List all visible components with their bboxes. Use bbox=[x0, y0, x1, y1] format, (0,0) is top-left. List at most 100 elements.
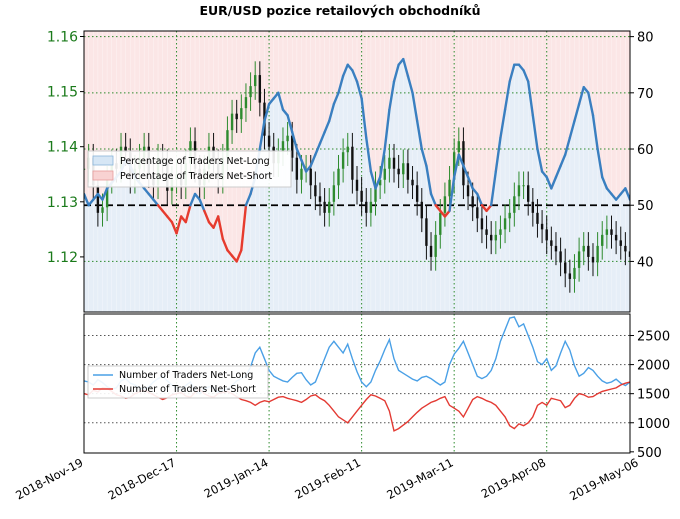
pct-line-segment bbox=[198, 198, 206, 213]
candle-body bbox=[240, 108, 243, 120]
pct-line-segment bbox=[258, 119, 266, 151]
pct-line-segment bbox=[286, 114, 294, 134]
candle-body bbox=[476, 207, 479, 219]
price-axis-ticks: 1.12 1.13 1.14 1.15 1.16 bbox=[47, 30, 84, 266]
pct-line-segment bbox=[346, 63, 354, 72]
pct-line-segment bbox=[448, 175, 456, 213]
candle-body bbox=[550, 240, 553, 246]
pct-line-segment bbox=[420, 147, 428, 168]
candle-body bbox=[295, 157, 299, 180]
pct-line-segment bbox=[452, 153, 460, 179]
candle-body bbox=[448, 179, 451, 197]
candle-body bbox=[360, 190, 363, 202]
shaded-area-net-short bbox=[84, 31, 630, 312]
candle-body bbox=[614, 234, 618, 241]
pct-line-segment bbox=[443, 209, 451, 218]
pct-line-segment bbox=[531, 114, 539, 151]
candle-body bbox=[610, 229, 613, 235]
candle-body bbox=[230, 113, 234, 131]
pct-line-segment bbox=[332, 91, 340, 106]
candle-body bbox=[619, 240, 622, 246]
legend-swatch-net-short bbox=[92, 170, 114, 181]
candle-body bbox=[480, 218, 484, 230]
pct-line-segment bbox=[494, 136, 502, 173]
legend-label-count-short: Number of Traders Net-Short bbox=[119, 384, 256, 395]
candle-body bbox=[536, 212, 539, 224]
candle-body bbox=[411, 179, 414, 186]
pct-line-segment bbox=[244, 192, 252, 207]
candle-body bbox=[378, 179, 382, 186]
pct-line-segment bbox=[166, 215, 174, 224]
candle-body bbox=[545, 229, 548, 241]
candle-body bbox=[332, 185, 336, 202]
pct-line-segment bbox=[369, 170, 377, 190]
pct-line-segment bbox=[476, 192, 484, 207]
pct-line-segment bbox=[240, 204, 248, 252]
candle-body bbox=[420, 201, 423, 219]
pct-line-segment bbox=[605, 187, 613, 196]
candle-body bbox=[281, 141, 285, 153]
pct-line-segment bbox=[277, 91, 285, 111]
candle-body bbox=[235, 113, 238, 120]
candle-body bbox=[568, 273, 572, 279]
pct-line-segment bbox=[360, 97, 368, 139]
count-tick-label: 1000 bbox=[637, 417, 670, 432]
pct-line-segment bbox=[203, 209, 211, 224]
pct-line-segment bbox=[323, 119, 331, 134]
pct-line-segment bbox=[337, 74, 345, 95]
pct-line-segment bbox=[434, 204, 442, 213]
candle-body bbox=[105, 179, 109, 208]
date-tick-label: 2019-Feb-11 bbox=[292, 455, 363, 501]
price-tick-label: 1.16 bbox=[47, 30, 78, 46]
pct-line-segment bbox=[466, 175, 474, 190]
candle-body bbox=[309, 168, 312, 186]
candle-body bbox=[254, 75, 257, 87]
net-short-shade bbox=[84, 31, 87, 194]
candle-body bbox=[596, 245, 599, 263]
candle-body bbox=[485, 229, 488, 235]
candle-body bbox=[392, 157, 396, 169]
pct-line-segment bbox=[628, 198, 630, 202]
candle-body bbox=[429, 245, 433, 257]
candle-body bbox=[337, 168, 340, 186]
pct-line-segment bbox=[545, 175, 553, 190]
candle-body bbox=[624, 245, 627, 252]
pct-line-segment bbox=[142, 187, 150, 196]
legend-swatch-net-long bbox=[92, 155, 114, 166]
candle-body bbox=[258, 75, 262, 103]
pct-line-segment bbox=[457, 153, 465, 168]
price-tick-label: 1.12 bbox=[47, 250, 78, 266]
percent-tick-label: 70 bbox=[637, 87, 654, 102]
pct-line-segment bbox=[485, 204, 493, 213]
pct-line-segment bbox=[147, 192, 155, 201]
candle-body bbox=[402, 163, 405, 175]
count-tick-label: 2500 bbox=[637, 330, 670, 345]
pct-line-segment bbox=[328, 102, 336, 123]
pct-line-segment bbox=[568, 119, 576, 139]
pct-line-segment bbox=[429, 192, 437, 207]
pct-line-segment bbox=[503, 80, 511, 111]
pct-line-segment bbox=[281, 108, 289, 117]
pct-line-segment bbox=[378, 147, 386, 179]
date-tick-label: 2019-May-06 bbox=[567, 455, 640, 503]
legend-label-net-short: Percentage of Traders Net-Short bbox=[120, 171, 272, 182]
candle-body bbox=[249, 86, 252, 98]
pct-line-segment bbox=[499, 108, 507, 139]
pct-line-segment bbox=[564, 136, 572, 156]
candle-body bbox=[323, 201, 326, 213]
candle-body bbox=[573, 267, 576, 279]
candle-body bbox=[517, 185, 521, 197]
pct-line-segment bbox=[406, 74, 414, 95]
candle-body bbox=[286, 135, 289, 142]
date-tick-label: 2019-Jan-14 bbox=[202, 455, 271, 500]
candle-body bbox=[587, 245, 590, 257]
pct-line-segment bbox=[573, 102, 581, 123]
top-panel-frame bbox=[83, 30, 631, 313]
bottom-horizontal-grid bbox=[84, 335, 630, 424]
count-tick-label: 2000 bbox=[637, 359, 670, 374]
percent-tick-label: 40 bbox=[637, 255, 654, 270]
date-axis-ticks: 2018-Nov-19 2018-Dec-17 2019-Jan-14 2019-Fe… bbox=[13, 455, 640, 503]
candle-body bbox=[388, 157, 391, 169]
candle-body bbox=[355, 179, 359, 191]
